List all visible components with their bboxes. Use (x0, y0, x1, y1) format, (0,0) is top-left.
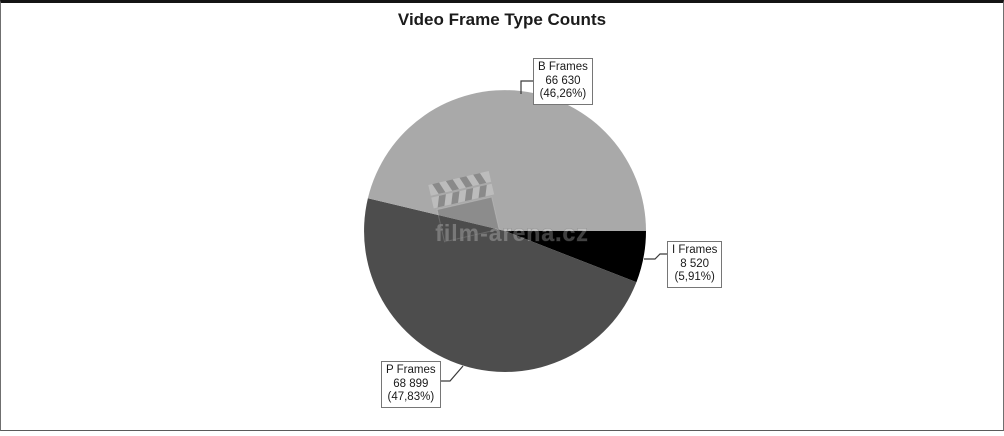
clapperboard-icon (428, 171, 500, 243)
leader-line-p-frames (441, 365, 464, 382)
leader-line-i-frames (644, 253, 667, 260)
chart-title: Video Frame Type Counts (397, 10, 607, 29)
callout-percent: (5,91%) (674, 271, 715, 283)
callout-percent: (46,26%) (539, 88, 587, 100)
callout-label: I Frames (672, 244, 718, 256)
callout-count: 66 630 (545, 74, 581, 87)
leader-line-b-frames (520, 80, 533, 94)
pie-slice-i-frames (505, 231, 646, 283)
pie-slice-p-frames (364, 198, 637, 372)
watermark: film-arena.cz (428, 171, 589, 247)
callout-i-frames: I Frames 8 520 (5,91%) (667, 241, 723, 288)
callout-label: B Frames (538, 61, 588, 73)
callout-label: P Frames (386, 364, 436, 376)
callout-b-frames: B Frames 66 630 (46,26%) (533, 58, 593, 105)
callout-percent: (47,83%) (387, 391, 435, 403)
callout-count: 8 520 (680, 257, 710, 270)
callout-p-frames: P Frames 68 899 (47,83%) (381, 361, 441, 408)
watermark-text: film-arena.cz (435, 220, 589, 246)
pie-slice-b-frames (367, 90, 646, 232)
callout-count: 68 899 (393, 377, 429, 390)
